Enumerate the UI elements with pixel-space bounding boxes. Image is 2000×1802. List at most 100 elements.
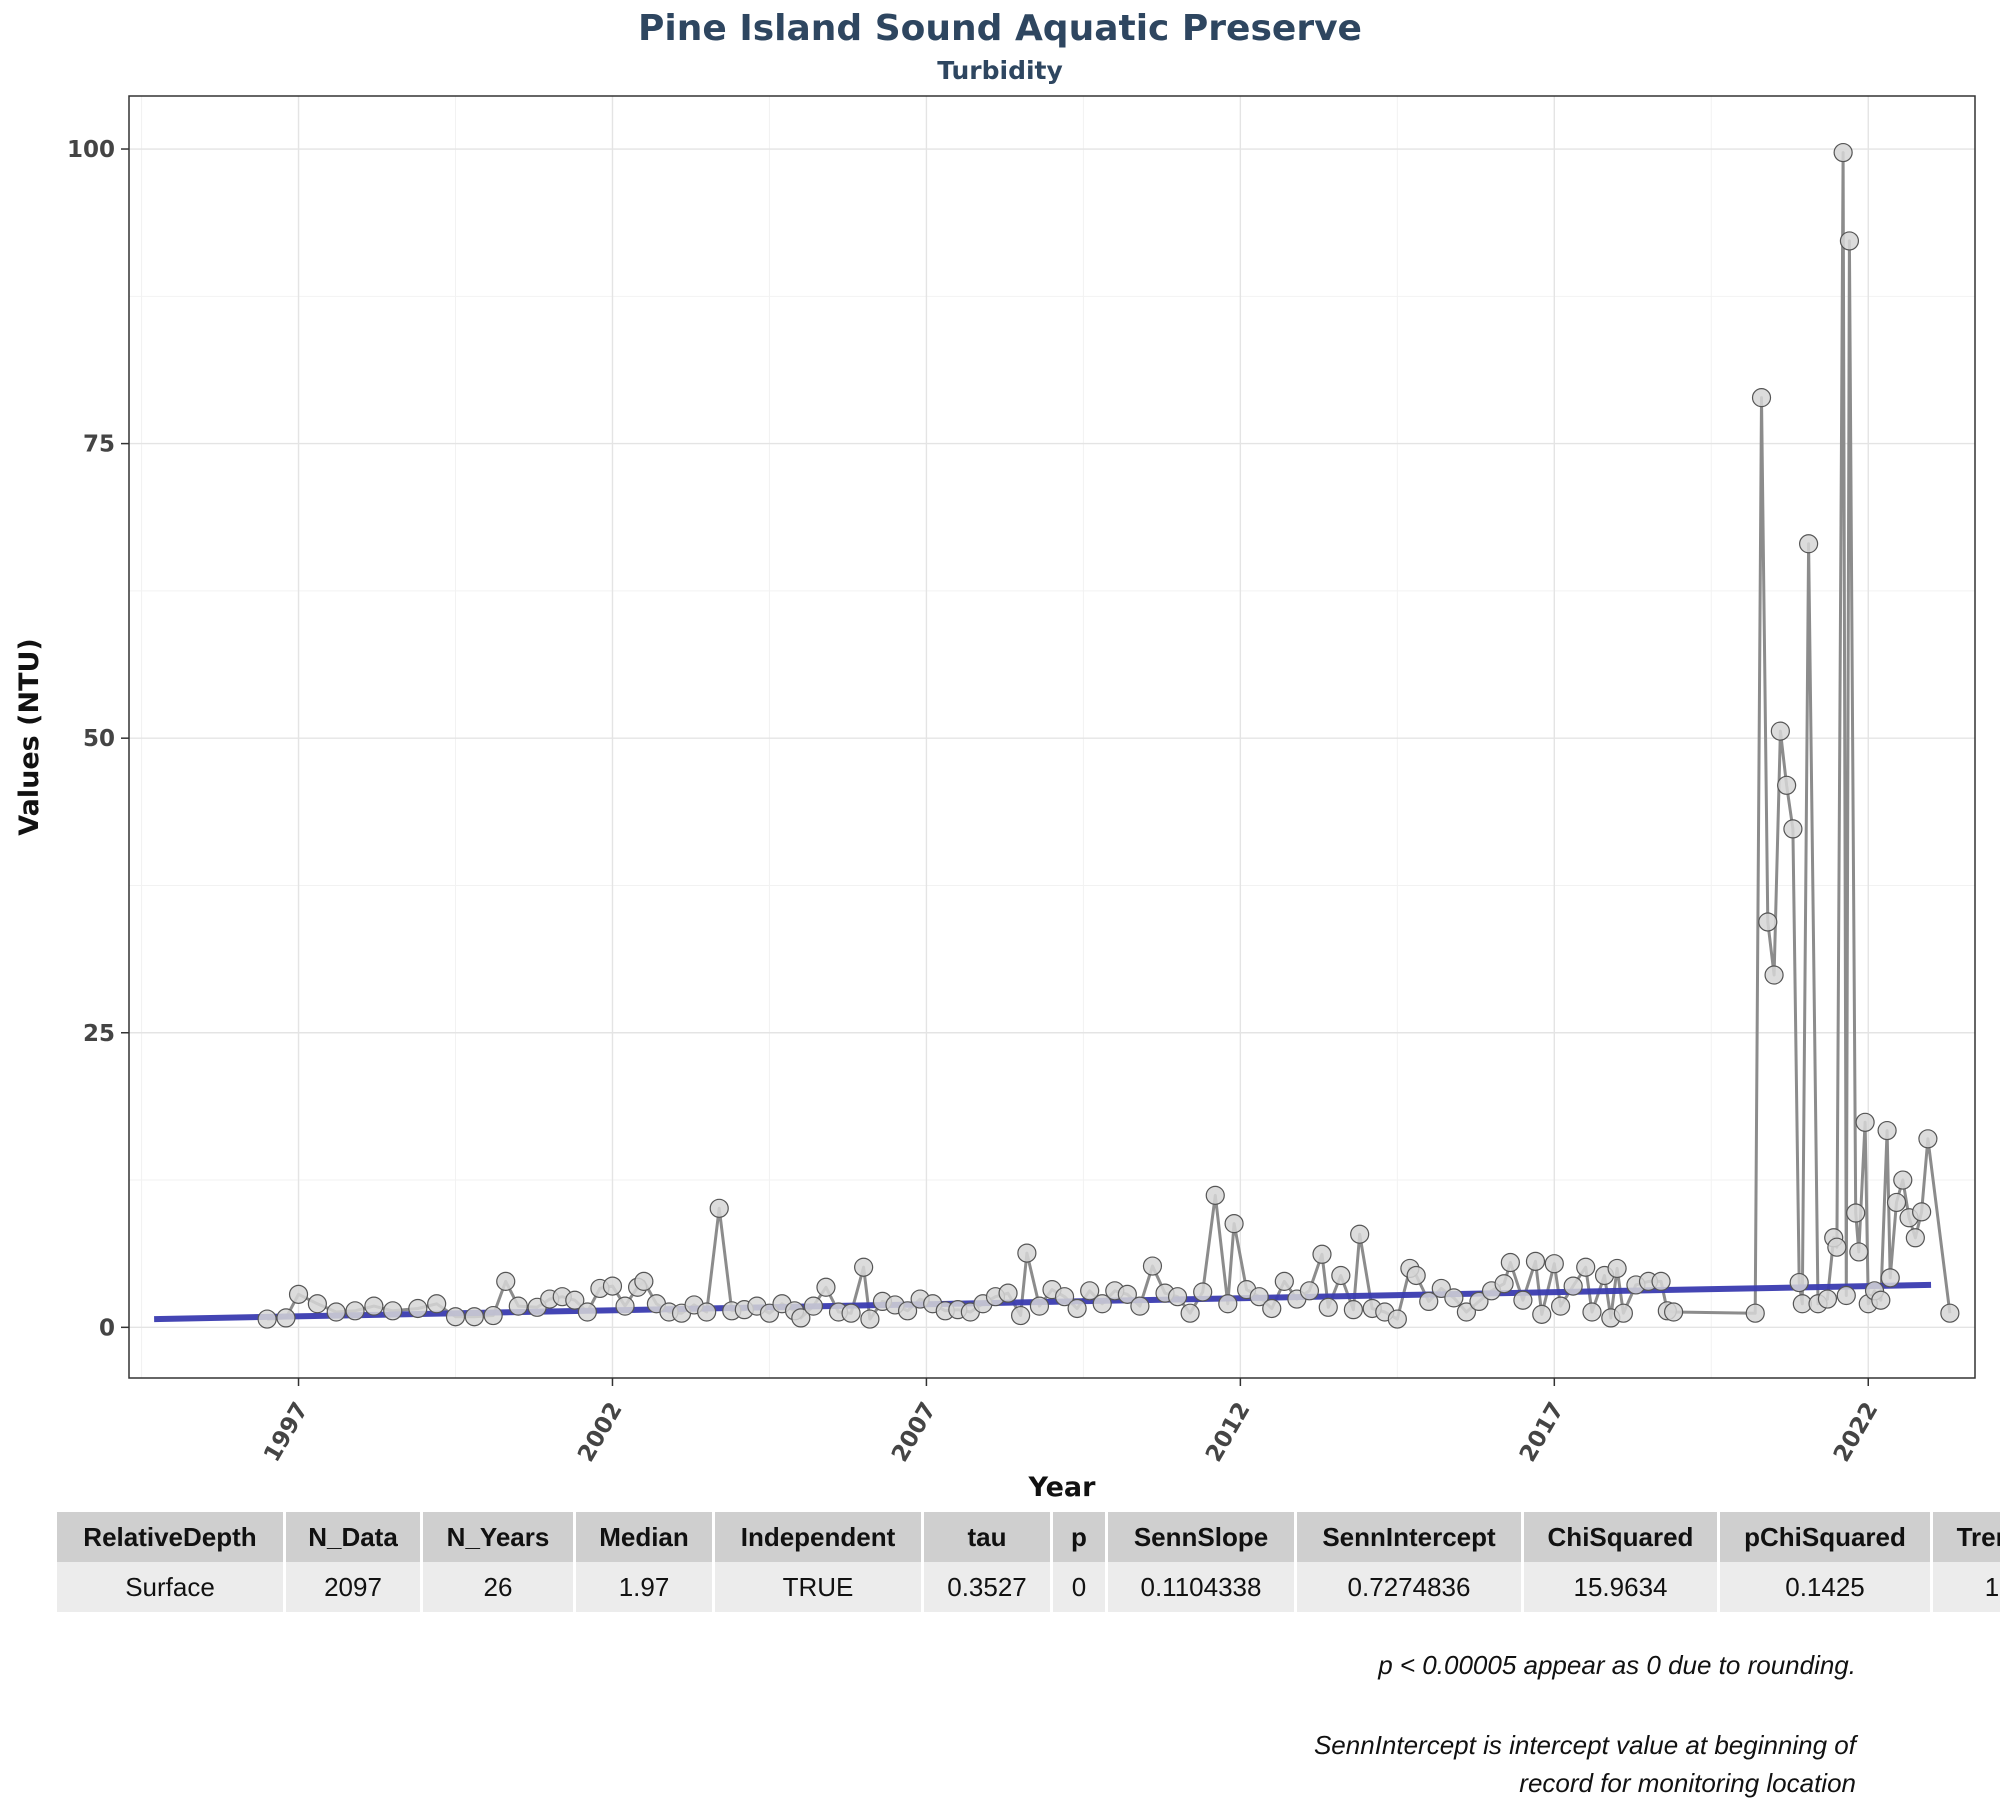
data-point [1877, 1120, 1897, 1141]
table-body: Surface 2097 26 1.97 TRUE 0.3527 0 0.1104338 0.7… [57, 1562, 2000, 1612]
table-cell: 0.1425 [1720, 1562, 1930, 1612]
y-tick-label: 50 [83, 726, 115, 752]
data-point [383, 1301, 403, 1321]
data-point [1613, 1303, 1633, 1323]
data-point [854, 1257, 874, 1277]
data-point [1312, 1244, 1332, 1264]
data-point [345, 1301, 365, 1321]
data-point [1218, 1294, 1238, 1314]
data-point [602, 1276, 623, 1296]
data-point [1029, 1296, 1050, 1316]
data-point [1142, 1256, 1163, 1276]
data-point [427, 1294, 447, 1314]
data-point [1525, 1251, 1546, 1271]
data-point [1500, 1252, 1520, 1273]
data-point [1249, 1287, 1269, 1307]
data-point [1783, 819, 1803, 839]
data-point [1550, 1296, 1571, 1316]
data-point [841, 1303, 861, 1323]
data-point [1886, 1192, 1907, 1213]
data-point [508, 1296, 528, 1316]
data-point [1544, 1254, 1564, 1274]
data-point [326, 1302, 346, 1322]
data-point [791, 1308, 811, 1328]
data-point [1117, 1284, 1137, 1304]
data-point [1817, 1289, 1838, 1309]
table-header-cell: SennIntercept [1297, 1512, 1521, 1562]
data-point [1770, 721, 1790, 741]
y-tick-label: 25 [83, 1021, 115, 1047]
x-tick-label: 2022 [1829, 1398, 1884, 1466]
plot-border [128, 95, 1976, 1379]
data-point [1262, 1298, 1282, 1319]
data-point [1918, 1129, 1938, 1149]
data-point [1067, 1298, 1087, 1319]
data-point [1576, 1257, 1596, 1277]
table-header-cell: pChiSquared [1720, 1512, 1930, 1562]
table-cell: 1 [1933, 1562, 2000, 1612]
gridlines [129, 96, 1975, 1378]
data-point [634, 1271, 654, 1291]
data-point [1054, 1287, 1075, 1307]
table-header-cell: Median [576, 1512, 712, 1562]
data-point [1513, 1290, 1533, 1310]
data-point [1350, 1224, 1370, 1244]
table-row: Surface 2097 26 1.97 TRUE 0.3527 0 0.1104338 0.7… [57, 1562, 2000, 1612]
table-header-cell: N_Years [423, 1512, 573, 1562]
table-cell: 0 [1053, 1562, 1105, 1612]
table-header-cell: RelativeDepth [57, 1512, 283, 1562]
data-point [1871, 1290, 1891, 1310]
table-header-cell: N_Data [286, 1512, 420, 1562]
table-cell: 0.7274836 [1297, 1562, 1521, 1612]
data-point [1130, 1296, 1150, 1316]
data-point [1827, 1237, 1847, 1257]
data-point [1758, 912, 1778, 932]
data-point [1456, 1302, 1477, 1322]
data-point [1846, 1203, 1866, 1223]
data-point [1193, 1282, 1213, 1302]
plot-panel [129, 96, 1975, 1378]
data-point [1839, 231, 1860, 251]
chart-title: Pine Island Sound Aquatic Preserve [638, 8, 1362, 49]
data-point [697, 1302, 717, 1322]
y-tick-label: 0 [99, 1315, 115, 1341]
data-point [1836, 1285, 1856, 1306]
chart-subtitle: Turbidity [937, 56, 1063, 85]
data-point [1167, 1287, 1188, 1307]
data-point [1444, 1288, 1464, 1308]
data-point [1494, 1274, 1514, 1294]
data-point [1011, 1305, 1031, 1326]
trend-statistics-table: RelativeDepth N_Data N_Years Median Independ… [54, 1512, 2000, 1612]
y-tick-label: 75 [83, 432, 115, 458]
data-point [1017, 1243, 1037, 1263]
table-cell: Surface [57, 1562, 283, 1612]
data-point [1331, 1265, 1351, 1286]
data-point [1607, 1258, 1627, 1279]
data-point [998, 1283, 1018, 1303]
x-tick-label: 2002 [573, 1398, 628, 1466]
data-point [1406, 1265, 1426, 1286]
data-point [1224, 1214, 1244, 1234]
data-point [496, 1271, 516, 1291]
table-cell: 0.1104338 [1108, 1562, 1294, 1612]
data-point [1940, 1303, 1960, 1323]
data-point [1092, 1294, 1112, 1314]
data-point [1855, 1112, 1875, 1132]
data-point [1833, 142, 1853, 163]
table-header-cell: Independent [715, 1512, 921, 1562]
data-point [1419, 1291, 1439, 1312]
data-point [816, 1277, 836, 1297]
table-cell: 26 [423, 1562, 573, 1612]
data-point [1849, 1242, 1869, 1262]
data-point [803, 1296, 824, 1316]
data-point [408, 1298, 428, 1319]
data-point [1274, 1271, 1294, 1291]
data-point [860, 1309, 880, 1329]
data-point [276, 1308, 296, 1328]
x-axis-title: Year [1028, 1472, 1097, 1500]
data-point [445, 1307, 466, 1327]
data-point [1299, 1281, 1320, 1301]
data-point [577, 1302, 597, 1322]
data-point [1318, 1297, 1338, 1317]
